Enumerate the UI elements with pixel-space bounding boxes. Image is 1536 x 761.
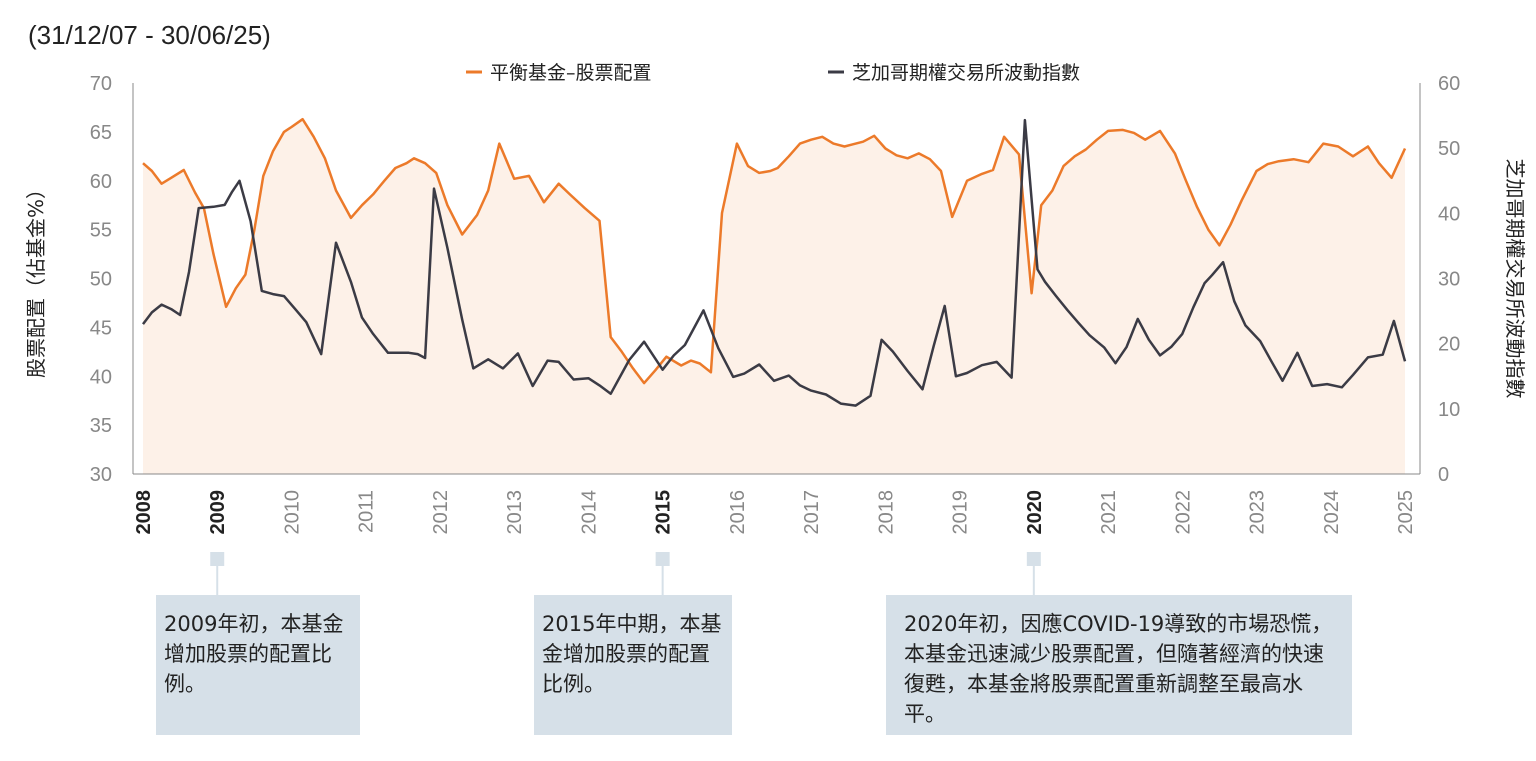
x-tick-label: 2022 bbox=[1172, 490, 1194, 535]
note-2009: 2009年初，本基金增加股票的配置比例。 bbox=[156, 595, 360, 735]
x-tick-label: 2017 bbox=[801, 490, 823, 535]
x-tick-label: 2021 bbox=[1098, 490, 1120, 535]
left-tick-label: 55 bbox=[90, 220, 112, 242]
left-tick-label: 40 bbox=[90, 366, 112, 388]
right-tick-label: 10 bbox=[1438, 399, 1460, 421]
right-tick-label: 20 bbox=[1438, 334, 1460, 356]
x-tick-label: 2025 bbox=[1395, 490, 1417, 535]
right-axis-title: 芝加哥期權交易所波動指數 bbox=[1503, 159, 1527, 399]
vix-line bbox=[142, 118, 1407, 407]
equity-area bbox=[143, 119, 1405, 474]
x-tick-label: 2012 bbox=[430, 490, 452, 535]
x-tick-label: 2015 bbox=[653, 490, 675, 535]
note-2020: 2020年初，因應COVID-19導致的市場恐慌，本基金迅速減少股票配置，但隨著… bbox=[886, 595, 1352, 735]
right-tick-label: 0 bbox=[1438, 464, 1449, 486]
x-tick-label: 2011 bbox=[356, 490, 378, 533]
x-tick-label: 2016 bbox=[727, 490, 749, 535]
legend-label-vix: 芝加哥期權交易所波動指數 bbox=[852, 62, 1080, 84]
left-axis-title: 股票配置（佔基金%） bbox=[24, 179, 48, 378]
x-tick-label: 2010 bbox=[281, 490, 303, 535]
x-tick-label: 2009 bbox=[207, 490, 229, 535]
left-tick-label: 50 bbox=[90, 269, 112, 291]
note-marker-2009 bbox=[210, 552, 225, 566]
right-tick-label: 50 bbox=[1438, 138, 1460, 160]
x-tick-label: 2019 bbox=[950, 490, 972, 535]
note-marker-2020 bbox=[1026, 552, 1041, 566]
left-tick-label: 60 bbox=[90, 171, 112, 193]
right-tick-label: 30 bbox=[1438, 269, 1460, 291]
left-tick-label: 35 bbox=[90, 415, 112, 437]
right-tick-label: 40 bbox=[1438, 203, 1460, 225]
x-tick-label: 2008 bbox=[133, 490, 155, 535]
x-tick-label: 2020 bbox=[1024, 490, 1046, 535]
x-tick-label: 2023 bbox=[1247, 490, 1269, 535]
left-tick-label: 30 bbox=[90, 464, 112, 486]
right-tick-label: 60 bbox=[1438, 73, 1460, 95]
date-range: (31/12/07 - 30/06/25) bbox=[28, 20, 271, 50]
left-tick-label: 70 bbox=[90, 73, 112, 95]
left-tick-label: 45 bbox=[90, 317, 112, 339]
x-tick-label: 2024 bbox=[1321, 490, 1343, 535]
left-tick-label: 65 bbox=[90, 122, 112, 144]
note-marker-2015 bbox=[655, 552, 670, 566]
x-tick-label: 2014 bbox=[578, 490, 600, 535]
x-tick-label: 2013 bbox=[504, 490, 526, 535]
x-tick-label: 2018 bbox=[875, 490, 897, 535]
legend-label-equity: 平衡基金–股票配置 bbox=[490, 62, 652, 84]
equity-line bbox=[142, 117, 1407, 385]
note-2015: 2015年中期，本基金增加股票的配置比例。 bbox=[534, 595, 732, 735]
